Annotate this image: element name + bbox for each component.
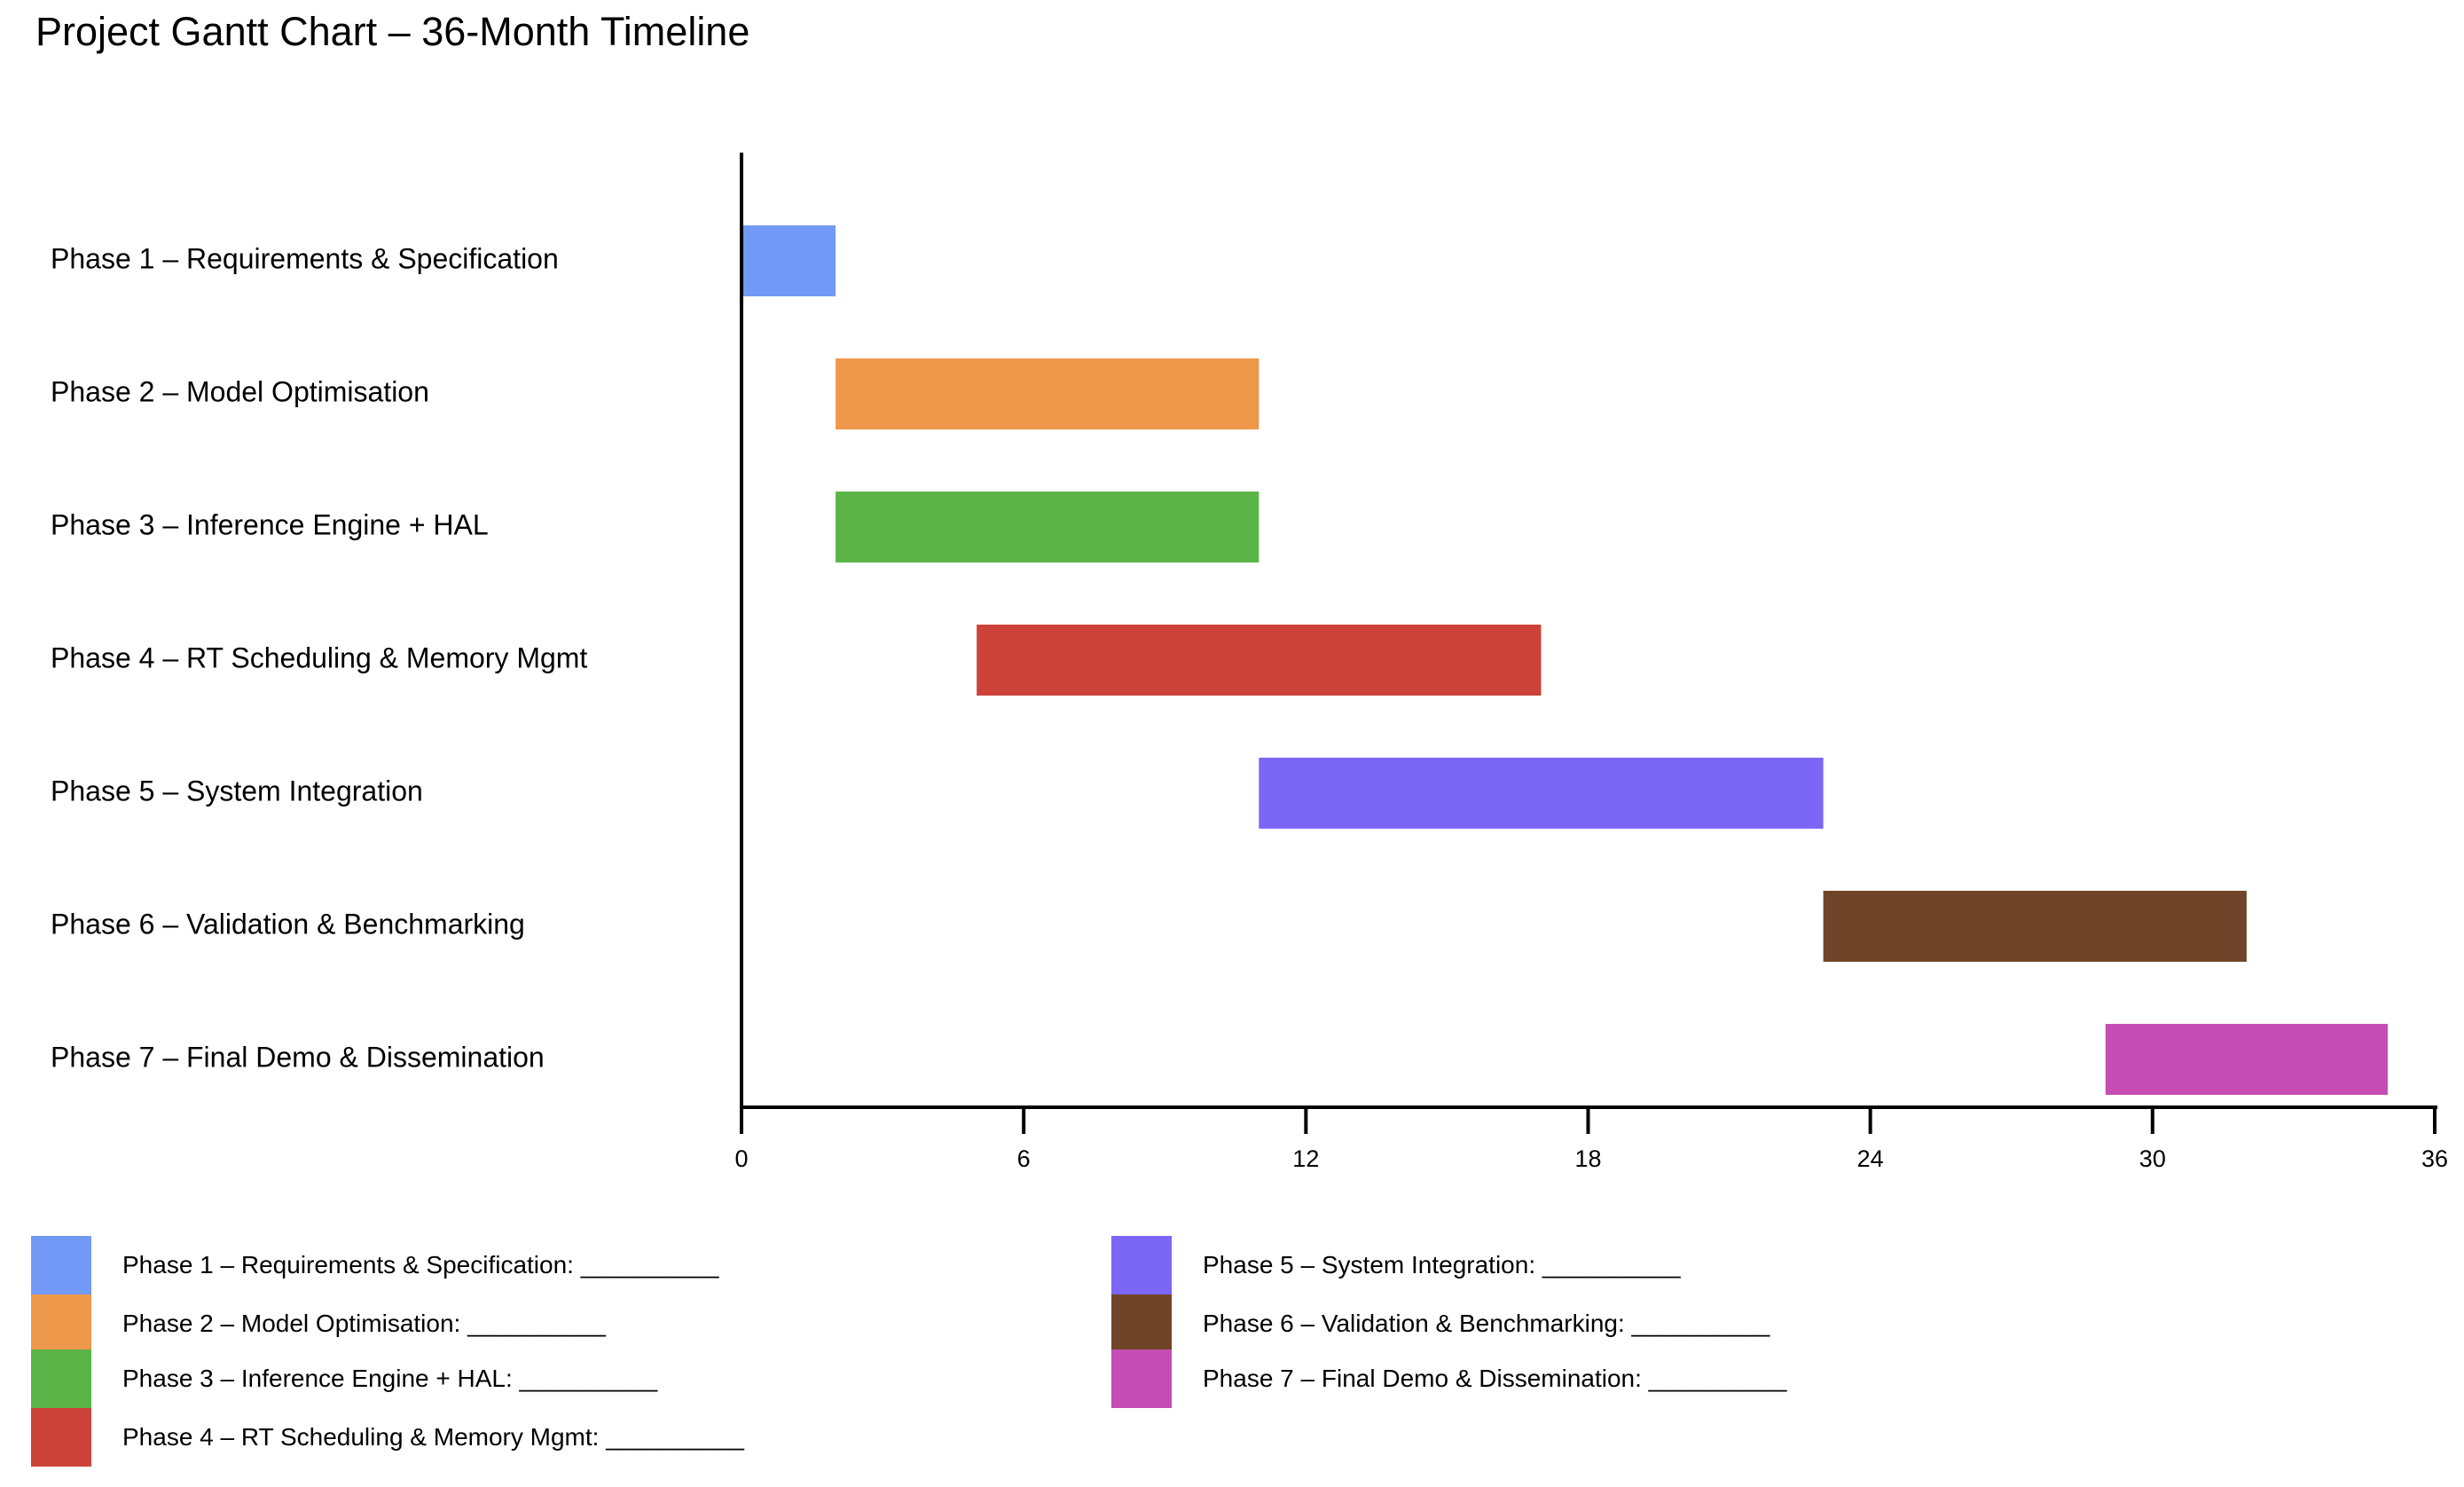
task-label-phase-6: Phase 6 – Validation & Benchmarking [51, 908, 525, 940]
bar-phase-2 [836, 358, 1259, 429]
x-tick-label-0: 0 [734, 1145, 748, 1172]
x-tick-label-36: 36 [2421, 1145, 2448, 1172]
task-label-phase-2: Phase 2 – Model Optimisation [51, 375, 429, 407]
legend-item-phase-5: Phase 5 – System Integration: __________ [1111, 1236, 1681, 1294]
legend-item-phase-7: Phase 7 – Final Demo & Dissemination: __… [1111, 1349, 1786, 1408]
x-tick-label-18: 18 [1574, 1145, 1601, 1172]
legend-label-phase-7: Phase 7 – Final Demo & Dissemination: __… [1203, 1365, 1787, 1392]
legend-label-phase-3: Phase 3 – Inference Engine + HAL: ______… [122, 1365, 658, 1392]
bar-phase-1 [742, 225, 836, 296]
legend-label-phase-5: Phase 5 – System Integration: __________ [1203, 1251, 1681, 1279]
legend-item-phase-6: Phase 6 – Validation & Benchmarking: ___… [1111, 1294, 1770, 1353]
task-label-phase-4: Phase 4 – RT Scheduling & Memory Mgmt [51, 641, 587, 673]
legend-swatch-phase-1 [31, 1236, 91, 1294]
task-label-phase-5: Phase 5 – System Integration [51, 775, 423, 806]
legend-item-phase-2: Phase 2 – Model Optimisation: __________ [31, 1294, 606, 1353]
bar-group [742, 225, 2388, 1095]
legend-label-phase-1: Phase 1 – Requirements & Specification: … [122, 1251, 719, 1279]
x-tick-label-24: 24 [1857, 1145, 1884, 1172]
task-label-phase-3: Phase 3 – Inference Engine + HAL [51, 508, 489, 540]
gantt-chart: Phase 1 – Requirements & Specification Ph… [51, 153, 2448, 1172]
legend-swatch-phase-5 [1111, 1236, 1172, 1294]
legend-item-phase-1: Phase 1 – Requirements & Specification: … [31, 1236, 718, 1294]
legend-swatch-phase-7 [1111, 1349, 1172, 1408]
legend-swatch-phase-4 [31, 1408, 91, 1467]
legend-item-phase-4: Phase 4 – RT Scheduling & Memory Mgmt: _… [31, 1408, 744, 1467]
task-label-phase-7: Phase 7 – Final Demo & Dissemination [51, 1041, 545, 1073]
legend-label-phase-2: Phase 2 – Model Optimisation: __________ [122, 1310, 606, 1337]
legend-label-phase-6: Phase 6 – Validation & Benchmarking: ___… [1203, 1310, 1770, 1337]
legend-label-phase-4: Phase 4 – RT Scheduling & Memory Mgmt: _… [122, 1423, 744, 1451]
x-tick-label-6: 6 [1017, 1145, 1031, 1172]
bar-phase-4 [977, 625, 1542, 696]
legend-swatch-phase-6 [1111, 1294, 1172, 1353]
chart-title: Project Gantt Chart – 36-Month Timeline [35, 9, 750, 54]
task-label-group: Phase 1 – Requirements & Specification Ph… [51, 242, 587, 1073]
legend-swatch-phase-3 [31, 1349, 91, 1408]
task-label-phase-1: Phase 1 – Requirements & Specification [51, 242, 559, 274]
bar-phase-3 [836, 492, 1259, 563]
x-tick-group: 0 6 12 18 24 30 36 [734, 1107, 2448, 1172]
bar-phase-7 [2105, 1024, 2388, 1095]
x-tick-label-12: 12 [1292, 1145, 1319, 1172]
x-tick-label-30: 30 [2139, 1145, 2166, 1172]
bar-phase-6 [1823, 891, 2247, 962]
legend-item-phase-3: Phase 3 – Inference Engine + HAL: ______… [31, 1349, 657, 1408]
bar-phase-5 [1259, 758, 1824, 829]
legend-swatch-phase-2 [31, 1294, 91, 1353]
